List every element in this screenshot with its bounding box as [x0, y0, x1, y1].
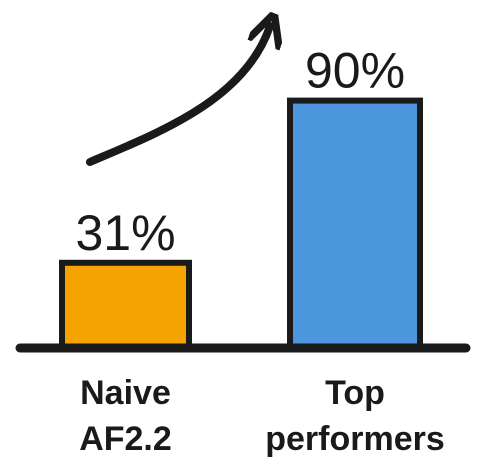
category-label-0-line-1: AF2.2: [79, 420, 172, 458]
value-label-0: 31%: [75, 205, 175, 261]
bar-0: [59, 259, 192, 351]
category-label-1-line-0: Top: [325, 374, 385, 412]
category-label-0-line-0: Naive: [80, 374, 171, 412]
category-label-1-line-1: performers: [265, 420, 445, 458]
up-arrow-icon: [86, 26, 270, 166]
bar-1: [287, 97, 423, 351]
value-label-1: 90%: [305, 43, 405, 99]
